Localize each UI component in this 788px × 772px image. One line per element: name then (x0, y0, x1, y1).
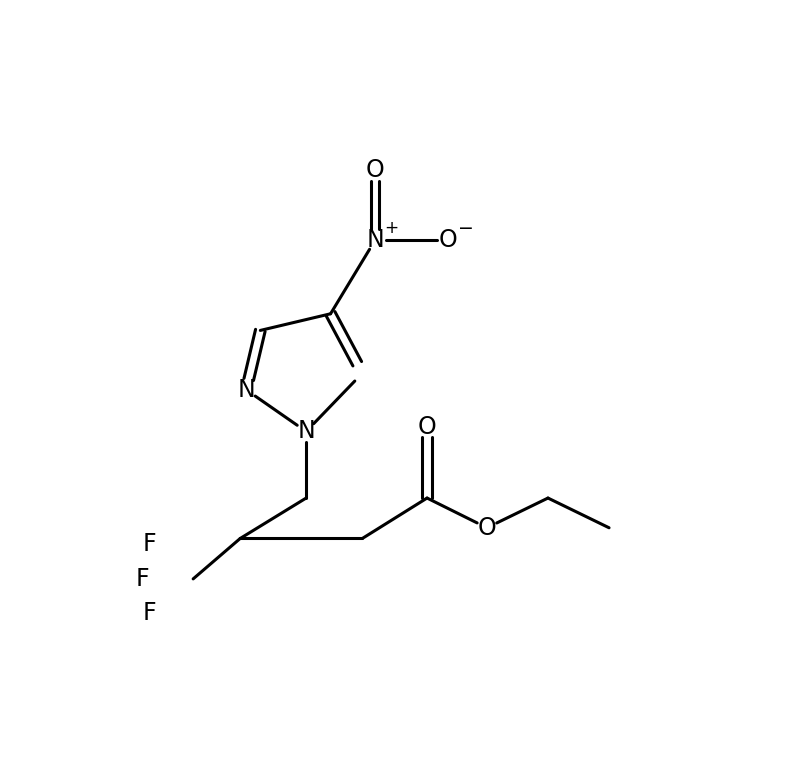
Text: N: N (297, 419, 315, 443)
Text: N: N (366, 228, 384, 252)
Text: O: O (478, 516, 496, 540)
Text: F: F (143, 601, 156, 625)
Text: O: O (366, 158, 385, 182)
Text: N: N (237, 378, 255, 402)
Text: F: F (143, 533, 156, 557)
Text: −: − (458, 218, 474, 238)
Text: O: O (438, 228, 457, 252)
Text: F: F (136, 567, 149, 591)
Text: O: O (418, 415, 437, 438)
Text: +: + (385, 219, 399, 237)
